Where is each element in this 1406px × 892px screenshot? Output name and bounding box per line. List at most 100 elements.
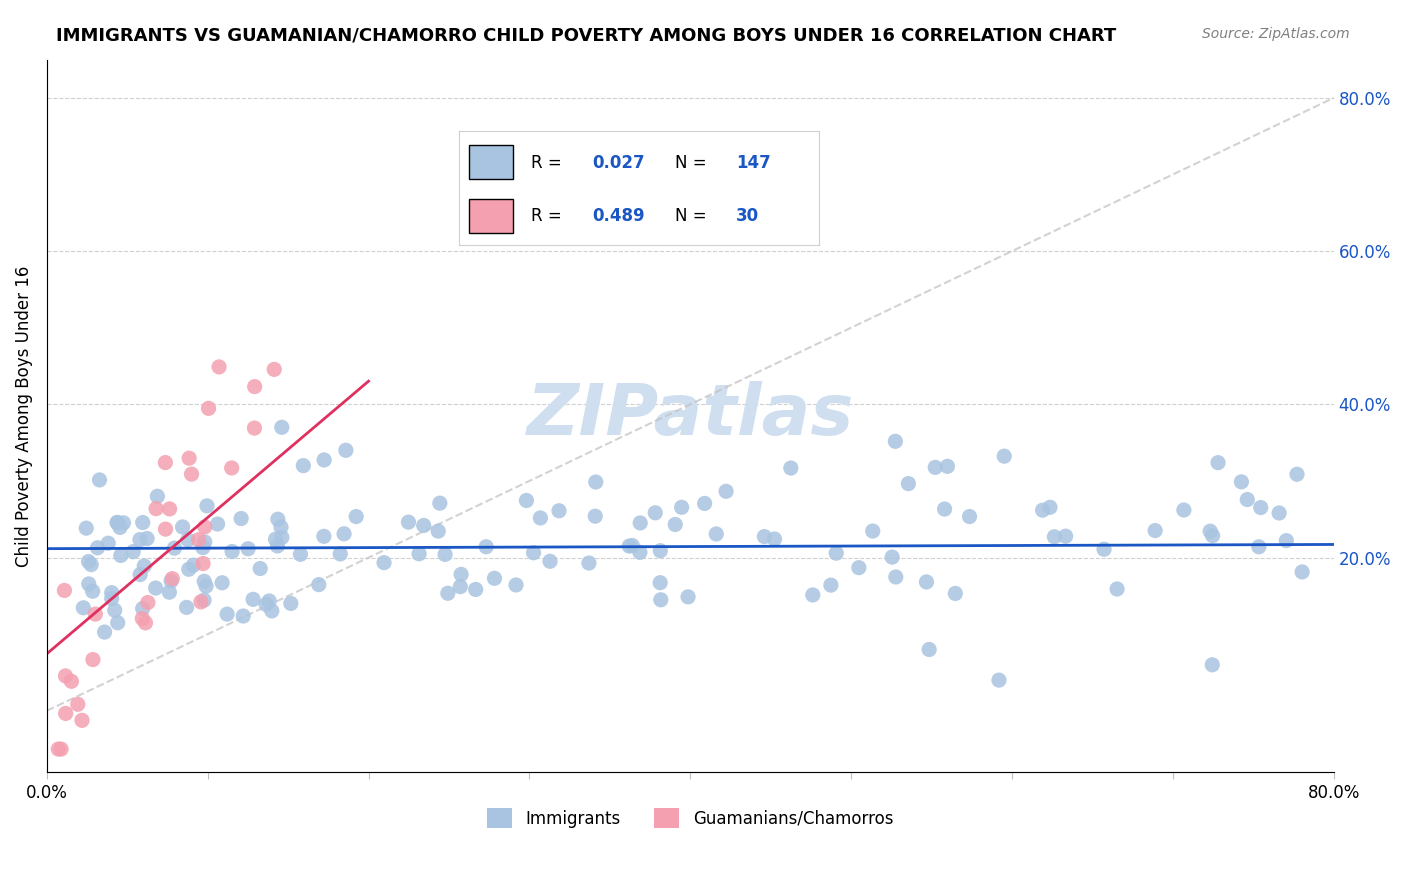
Immigrants — [548, 504, 571, 518]
Guamanians/Chamorros — [208, 359, 231, 374]
Immigrants — [664, 517, 686, 532]
Immigrants — [329, 547, 352, 561]
Guamanians/Chamorros — [55, 669, 77, 683]
Immigrants — [1039, 500, 1062, 515]
Guamanians/Chamorros — [131, 611, 153, 625]
Immigrants — [270, 520, 292, 534]
Guamanians/Chamorros — [155, 522, 177, 536]
Immigrants — [236, 541, 259, 556]
Immigrants — [529, 511, 551, 525]
Immigrants — [1092, 542, 1115, 557]
Immigrants — [72, 600, 94, 615]
Immigrants — [882, 550, 904, 565]
Immigrants — [671, 500, 693, 515]
Immigrants — [437, 586, 460, 600]
Immigrants — [129, 567, 152, 582]
Guamanians/Chamorros — [82, 652, 104, 666]
Immigrants — [1199, 524, 1222, 539]
Immigrants — [145, 581, 167, 595]
Immigrants — [232, 609, 254, 624]
Immigrants — [100, 585, 122, 599]
Immigrants — [412, 518, 434, 533]
Immigrants — [89, 473, 111, 487]
Guamanians/Chamorros — [66, 698, 89, 712]
Immigrants — [1032, 503, 1054, 517]
Immigrants — [505, 578, 527, 592]
Guamanians/Chamorros — [55, 706, 77, 721]
Guamanians/Chamorros — [197, 401, 219, 416]
Immigrants — [578, 556, 600, 570]
Immigrants — [820, 578, 842, 592]
Immigrants — [1230, 475, 1253, 489]
Immigrants — [290, 547, 312, 561]
Immigrants — [987, 673, 1010, 687]
Immigrants — [1285, 467, 1308, 482]
Immigrants — [644, 506, 666, 520]
Immigrants — [1236, 492, 1258, 507]
Immigrants — [160, 574, 183, 588]
Immigrants — [779, 461, 801, 475]
Immigrants — [308, 577, 330, 591]
Immigrants — [619, 539, 641, 553]
Immigrants — [292, 458, 315, 473]
Immigrants — [177, 562, 200, 576]
Immigrants — [475, 540, 498, 554]
Immigrants — [884, 570, 907, 584]
Immigrants — [93, 625, 115, 640]
Immigrants — [897, 476, 920, 491]
Text: Source: ZipAtlas.com: Source: ZipAtlas.com — [1202, 27, 1350, 41]
Immigrants — [122, 544, 145, 558]
Immigrants — [1250, 500, 1272, 515]
Guamanians/Chamorros — [70, 714, 93, 728]
Immigrants — [172, 520, 194, 534]
Immigrants — [146, 489, 169, 503]
Immigrants — [1144, 524, 1167, 538]
Immigrants — [211, 575, 233, 590]
Immigrants — [676, 590, 699, 604]
Immigrants — [136, 532, 159, 546]
Immigrants — [221, 544, 243, 558]
Immigrants — [585, 475, 607, 489]
Immigrants — [75, 521, 97, 535]
Immigrants — [1107, 582, 1129, 596]
Immigrants — [1247, 540, 1270, 554]
Immigrants — [693, 496, 716, 510]
Immigrants — [1201, 657, 1223, 672]
Immigrants — [104, 603, 127, 617]
Immigrants — [260, 604, 283, 618]
Immigrants — [183, 558, 205, 573]
Immigrants — [194, 535, 217, 549]
Immigrants — [522, 546, 544, 560]
Guamanians/Chamorros — [243, 421, 266, 435]
Immigrants — [650, 592, 672, 607]
Guamanians/Chamorros — [53, 583, 76, 598]
Immigrants — [1201, 529, 1223, 543]
Immigrants — [270, 420, 292, 434]
Immigrants — [195, 499, 218, 513]
Immigrants — [131, 601, 153, 615]
Immigrants — [1291, 565, 1313, 579]
Immigrants — [231, 511, 253, 525]
Immigrants — [763, 532, 786, 546]
Guamanians/Chamorros — [221, 461, 243, 475]
Immigrants — [312, 529, 335, 543]
Immigrants — [1054, 529, 1077, 543]
Immigrants — [936, 459, 959, 474]
Immigrants — [408, 547, 430, 561]
Guamanians/Chamorros — [180, 467, 202, 482]
Immigrants — [177, 533, 200, 547]
Guamanians/Chamorros — [194, 520, 217, 534]
Guamanians/Chamorros — [190, 595, 212, 609]
Immigrants — [97, 536, 120, 550]
Immigrants — [108, 520, 131, 534]
Immigrants — [280, 596, 302, 610]
Immigrants — [191, 541, 214, 555]
Guamanians/Chamorros — [49, 742, 72, 756]
Text: ZIPatlas: ZIPatlas — [527, 381, 853, 450]
Immigrants — [714, 484, 737, 499]
Guamanians/Chamorros — [46, 742, 69, 756]
Immigrants — [333, 526, 356, 541]
Guamanians/Chamorros — [187, 533, 209, 547]
Immigrants — [449, 580, 471, 594]
Guamanians/Chamorros — [145, 501, 167, 516]
